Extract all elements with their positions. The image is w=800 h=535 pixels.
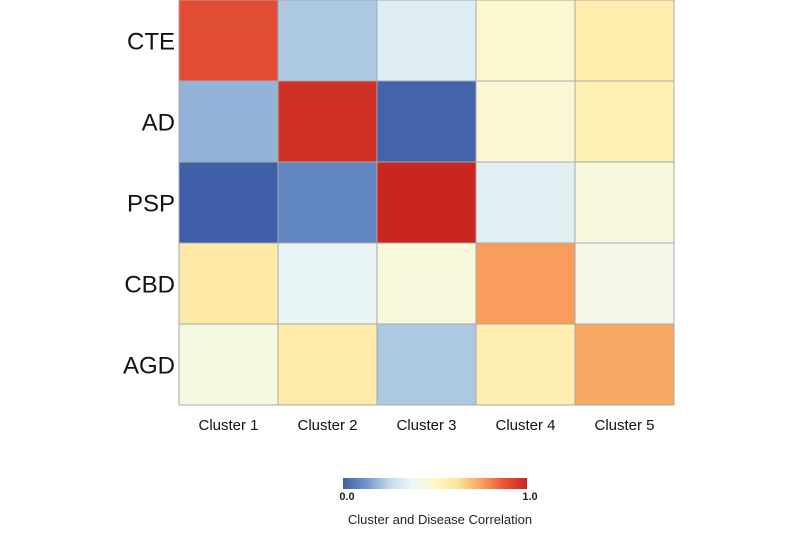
column-label: Cluster 1 <box>198 417 258 434</box>
colorbar-max-label: 1.0 <box>522 491 537 503</box>
column-label: Cluster 5 <box>594 417 654 434</box>
heatmap-cell-cbd-cluster-2 <box>277 242 378 325</box>
heatmap-cell-agd-cluster-2 <box>277 323 378 406</box>
heatmap-cell-ad-cluster-3 <box>376 80 477 163</box>
heatmap-cell-ad-cluster-1 <box>178 80 279 163</box>
heatmap-cell-agd-cluster-3 <box>376 323 477 406</box>
heatmap-cell-psp-cluster-4 <box>475 161 576 244</box>
heatmap-cell-psp-cluster-2 <box>277 161 378 244</box>
heatmap-cell-cte-cluster-3 <box>376 0 477 82</box>
heatmap-cell-cbd-cluster-3 <box>376 242 477 325</box>
row-label: CTE <box>127 29 175 56</box>
row-label: CBD <box>124 272 175 299</box>
heatmap-cell-cbd-cluster-5 <box>574 242 675 325</box>
heatmap-cell-psp-cluster-5 <box>574 161 675 244</box>
heatmap-cell-agd-cluster-4 <box>475 323 576 406</box>
row-labels: CTE AD PSP CBD AGD <box>123 29 175 380</box>
column-label: Cluster 4 <box>495 417 555 434</box>
heatmap-cell-ad-cluster-4 <box>475 80 576 163</box>
heatmap-cell-psp-cluster-3 <box>376 161 477 244</box>
row-label: AD <box>142 110 175 137</box>
colorbar-gradient <box>343 478 527 489</box>
colorbar-min-label: 0.0 <box>339 491 354 503</box>
heatmap-cell-cbd-cluster-1 <box>178 242 279 325</box>
row-label: AGD <box>123 353 175 380</box>
heatmap-cell-psp-cluster-1 <box>178 161 279 244</box>
heatmap-cell-cte-cluster-2 <box>277 0 378 82</box>
heatmap-cells <box>178 0 675 406</box>
heatmap-cell-agd-cluster-5 <box>574 323 675 406</box>
heatmap-cell-agd-cluster-1 <box>178 323 279 406</box>
heatmap-cell-cte-cluster-5 <box>574 0 675 82</box>
heatmap-cell-ad-cluster-5 <box>574 80 675 163</box>
column-label: Cluster 3 <box>396 417 456 434</box>
column-label: Cluster 2 <box>297 417 357 434</box>
column-labels: Cluster 1 Cluster 2 Cluster 3 Cluster 4 Clus… <box>198 417 654 434</box>
colorbar-title: Cluster and Disease Correlation <box>348 512 532 527</box>
heatmap-cell-cte-cluster-1 <box>178 0 279 82</box>
heatmap-cell-cte-cluster-4 <box>475 0 576 82</box>
heatmap-cell-cbd-cluster-4 <box>475 242 576 325</box>
row-label: PSP <box>127 191 175 218</box>
colorbar: 0.0 1.0 Cluster and Disease Correlation <box>339 478 538 527</box>
heatmap-cell-ad-cluster-2 <box>277 80 378 163</box>
